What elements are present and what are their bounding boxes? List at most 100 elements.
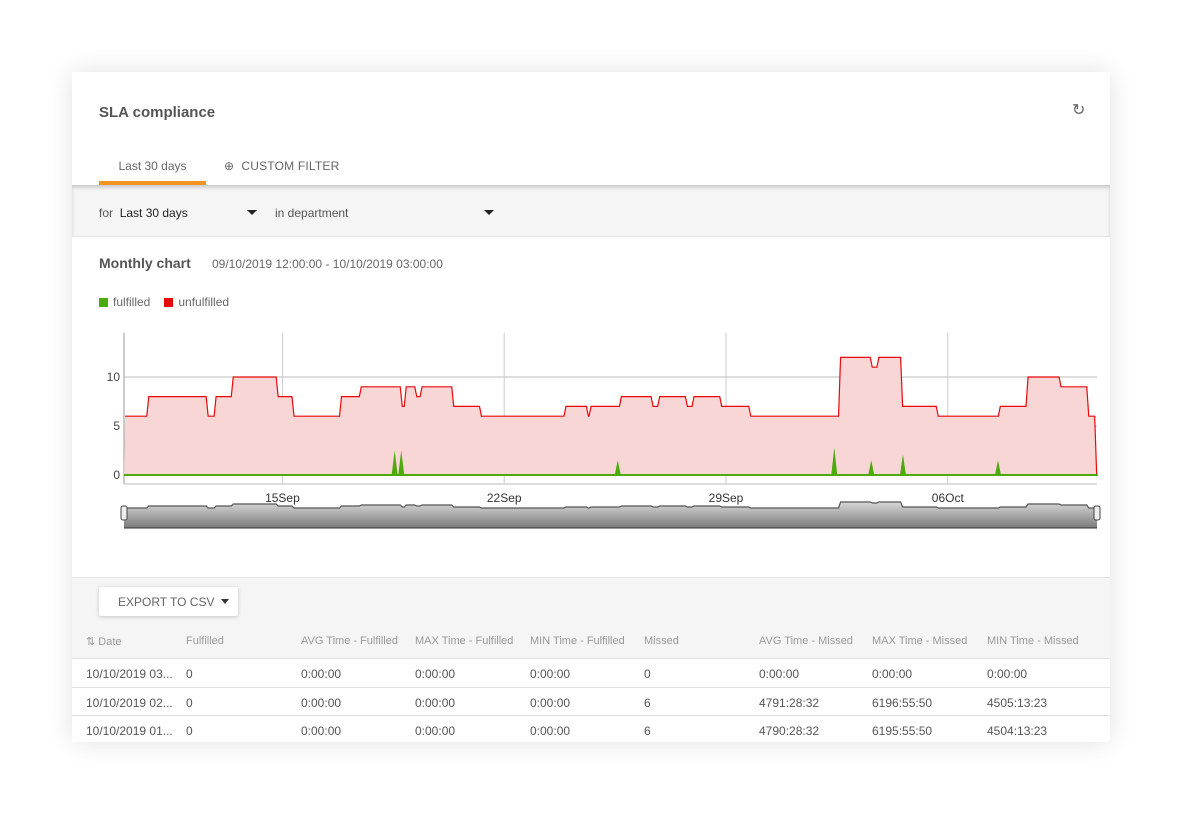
tab-last-30-days[interactable]: Last 30 days [118, 159, 187, 173]
x-tick-label: 15Sep [265, 491, 300, 505]
legend-item-unfulfilled[interactable]: unfulfilled [164, 295, 229, 309]
table-body: 10/10/2019 03... 0 0:00:00 0:00:00 0:00:00 0 0… [72, 658, 1110, 742]
column-label: MAX Time - Fulfilled [415, 635, 514, 647]
sla-compliance-card: SLA compliance ↻ Last 30 days ⊕ CUSTOM F… [72, 72, 1110, 742]
column-header[interactable]: MIN Time - Fulfilled [530, 635, 625, 647]
unfulfilled-line [125, 356, 1098, 476]
column-label: MIN Time - Fulfilled [530, 635, 625, 647]
refresh-icon[interactable]: ↻ [1072, 102, 1086, 119]
tab-custom-filter[interactable]: ⊕ CUSTOM FILTER [224, 159, 340, 173]
table-cell: 0:00:00 [415, 695, 456, 710]
table-cell: 4790:28:32 [759, 724, 820, 738]
period-prefix: for [99, 206, 114, 220]
table-cell: 10/10/2019 02... [86, 695, 173, 710]
table-cell: 0:00:00 [301, 724, 342, 738]
navigator-area [124, 502, 1098, 528]
chart-date-range: 09/10/2019 12:00:00 - 10/10/2019 03:00:0… [212, 257, 443, 271]
column-header[interactable]: AVG Time - Fulfilled [301, 635, 398, 647]
navigator-handle-right[interactable] [1093, 505, 1101, 521]
table-cell: 0:00:00 [415, 667, 456, 681]
table-section: EXPORT TO CSV ⇅ Date Fulfilled AVG Time - … [72, 577, 1110, 742]
column-label: Missed [644, 635, 679, 647]
column-label: MAX Time - Missed [872, 635, 968, 647]
tab-label: CUSTOM FILTER [241, 159, 340, 173]
column-header[interactable]: MAX Time - Missed [872, 635, 967, 647]
table-cell: 0:00:00 [530, 667, 571, 681]
chevron-down-icon[interactable] [484, 210, 494, 215]
table-cell: 0:00:00 [987, 667, 1028, 681]
period-select[interactable]: for Last 30 days [99, 206, 188, 220]
fulfilled-spike [398, 450, 405, 475]
legend-swatch [99, 298, 108, 307]
table-cell: 0 [186, 667, 193, 681]
fulfilled-spike [994, 460, 1001, 475]
caret-down-icon [221, 599, 230, 604]
page-title: SLA compliance [99, 104, 216, 121]
export-label: EXPORT TO CSV [118, 595, 215, 609]
table-cell: 0 [186, 695, 193, 710]
x-tick-label: 29Sep [709, 491, 744, 505]
column-label: Fulfilled [186, 635, 224, 647]
fulfilled-spike [868, 460, 875, 475]
table-cell: 10/10/2019 03... [86, 667, 173, 681]
table-row[interactable]: 10/10/2019 03... 0 0:00:00 0:00:00 0:00:00 0 0… [72, 658, 1110, 687]
sort-icon[interactable]: ⇅ [86, 636, 99, 648]
fulfilled-spike [899, 454, 906, 475]
column-header[interactable]: Fulfilled [186, 635, 224, 647]
table-cell: 0:00:00 [759, 667, 800, 681]
table-cell: 4504:13:23 [987, 724, 1048, 738]
export-csv-button[interactable]: EXPORT TO CSV [99, 587, 238, 616]
chart-title: Monthly chart [99, 255, 191, 271]
column-label: AVG Time - Fulfilled [301, 635, 398, 647]
table-cell: 0:00:00 [301, 667, 342, 681]
fulfilled-spike [614, 460, 621, 475]
table-row[interactable]: 10/10/2019 01... 0 0:00:00 0:00:00 0:00:00 6 4… [72, 715, 1110, 742]
fulfilled-spike [391, 450, 398, 475]
department-select[interactable]: in department [275, 206, 348, 220]
plus-circle-icon: ⊕ [224, 159, 235, 173]
department-value: in department [275, 206, 349, 220]
column-label: MIN Time - Missed [987, 635, 1079, 647]
table-cell: 0:00:00 [301, 695, 342, 710]
x-tick-label: 22Sep [487, 491, 522, 505]
column-header[interactable]: MAX Time - Fulfilled [415, 635, 513, 647]
unfulfilled-area [124, 357, 1098, 475]
column-header[interactable]: Missed [644, 635, 679, 647]
table-cell: 0:00:00 [415, 724, 456, 738]
legend-label: unfulfilled [178, 295, 230, 309]
period-value: Last 30 days [119, 206, 188, 220]
table-cell: 6 [644, 724, 651, 738]
column-header[interactable]: MIN Time - Missed [987, 635, 1079, 647]
table-cell: 0 [644, 667, 651, 681]
y-tick-label: 10 [107, 370, 121, 384]
active-tab-indicator [99, 181, 206, 185]
table-cell: 0 [186, 724, 193, 738]
chart-legend: fulfilled unfulfilled [99, 295, 229, 309]
legend-swatch [164, 298, 174, 307]
column-label: AVG Time - Missed [759, 635, 853, 647]
legend-label: fulfilled [113, 295, 151, 309]
table-cell: 0:00:00 [530, 695, 571, 710]
monthly-chart: 0 5 10 15Sep 22Sep 29Sep 06Oct [107, 332, 1101, 529]
fulfilled-spike [831, 447, 838, 475]
column-label: Date [98, 636, 122, 648]
table-row[interactable]: 10/10/2019 02... 0 0:00:00 0:00:00 0:00:00 6 4… [72, 686, 1110, 715]
table-cell: 0:00:00 [872, 667, 913, 681]
table-cell: 6195:55:50 [872, 724, 933, 738]
y-tick-label: 0 [113, 468, 120, 482]
table-cell: 4505:13:23 [987, 695, 1048, 710]
table-cell: 6196:55:50 [872, 695, 933, 710]
table-cell: 6 [644, 695, 651, 710]
legend-item-fulfilled[interactable]: fulfilled [99, 295, 150, 309]
y-tick-label: 5 [113, 419, 120, 433]
table-cell: 4791:28:32 [759, 695, 820, 710]
navigator-handle-left[interactable] [120, 505, 128, 521]
chevron-down-icon[interactable] [247, 210, 257, 215]
x-tick-label: 06Oct [932, 491, 965, 505]
column-header[interactable]: ⇅ Date [86, 635, 122, 648]
filter-bar: for Last 30 days in department [72, 185, 1110, 237]
navigator-line [125, 501, 1098, 515]
column-header[interactable]: AVG Time - Missed [759, 635, 853, 647]
table-cell: 0:00:00 [530, 724, 571, 738]
table-cell: 10/10/2019 01... [86, 724, 173, 738]
